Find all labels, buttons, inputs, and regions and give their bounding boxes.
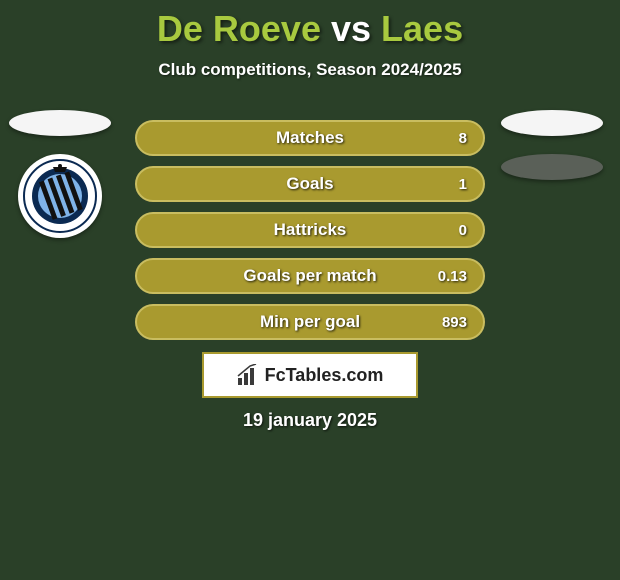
stat-label: Goals per match <box>137 266 483 286</box>
stat-bar: Goals per match0.13 <box>135 258 485 294</box>
vs-text: vs <box>331 8 371 49</box>
stat-value: 0.13 <box>438 268 467 285</box>
player1-name: De Roeve <box>157 8 321 49</box>
site-badge[interactable]: FcTables.com <box>202 352 418 398</box>
player1-photo-placeholder <box>9 110 111 136</box>
club-brugge-badge <box>18 154 102 238</box>
stat-value: 0 <box>459 222 467 239</box>
bar-chart-icon <box>237 364 259 386</box>
stat-label: Matches <box>137 128 483 148</box>
player2-photo-placeholder <box>501 110 603 136</box>
date: 19 january 2025 <box>0 410 620 431</box>
subtitle: Club competitions, Season 2024/2025 <box>0 60 620 80</box>
stat-bar: Matches8 <box>135 120 485 156</box>
stat-value: 1 <box>459 176 467 193</box>
page-title: De Roeve vs Laes <box>0 0 620 50</box>
stat-label: Hattricks <box>137 220 483 240</box>
stat-value: 893 <box>442 314 467 331</box>
stat-bar: Hattricks0 <box>135 212 485 248</box>
left-column <box>10 110 110 238</box>
stat-bar: Goals1 <box>135 166 485 202</box>
site-name: FcTables.com <box>265 365 384 386</box>
stat-value: 8 <box>459 130 467 147</box>
stat-bar: Min per goal893 <box>135 304 485 340</box>
stats-bars: Matches8Goals1Hattricks0Goals per match0… <box>135 120 485 340</box>
player2-club-placeholder <box>501 154 603 180</box>
club-badge-icon <box>23 159 97 233</box>
player2-name: Laes <box>381 8 463 49</box>
right-column <box>502 110 602 180</box>
stat-label: Min per goal <box>137 312 483 332</box>
stat-label: Goals <box>137 174 483 194</box>
